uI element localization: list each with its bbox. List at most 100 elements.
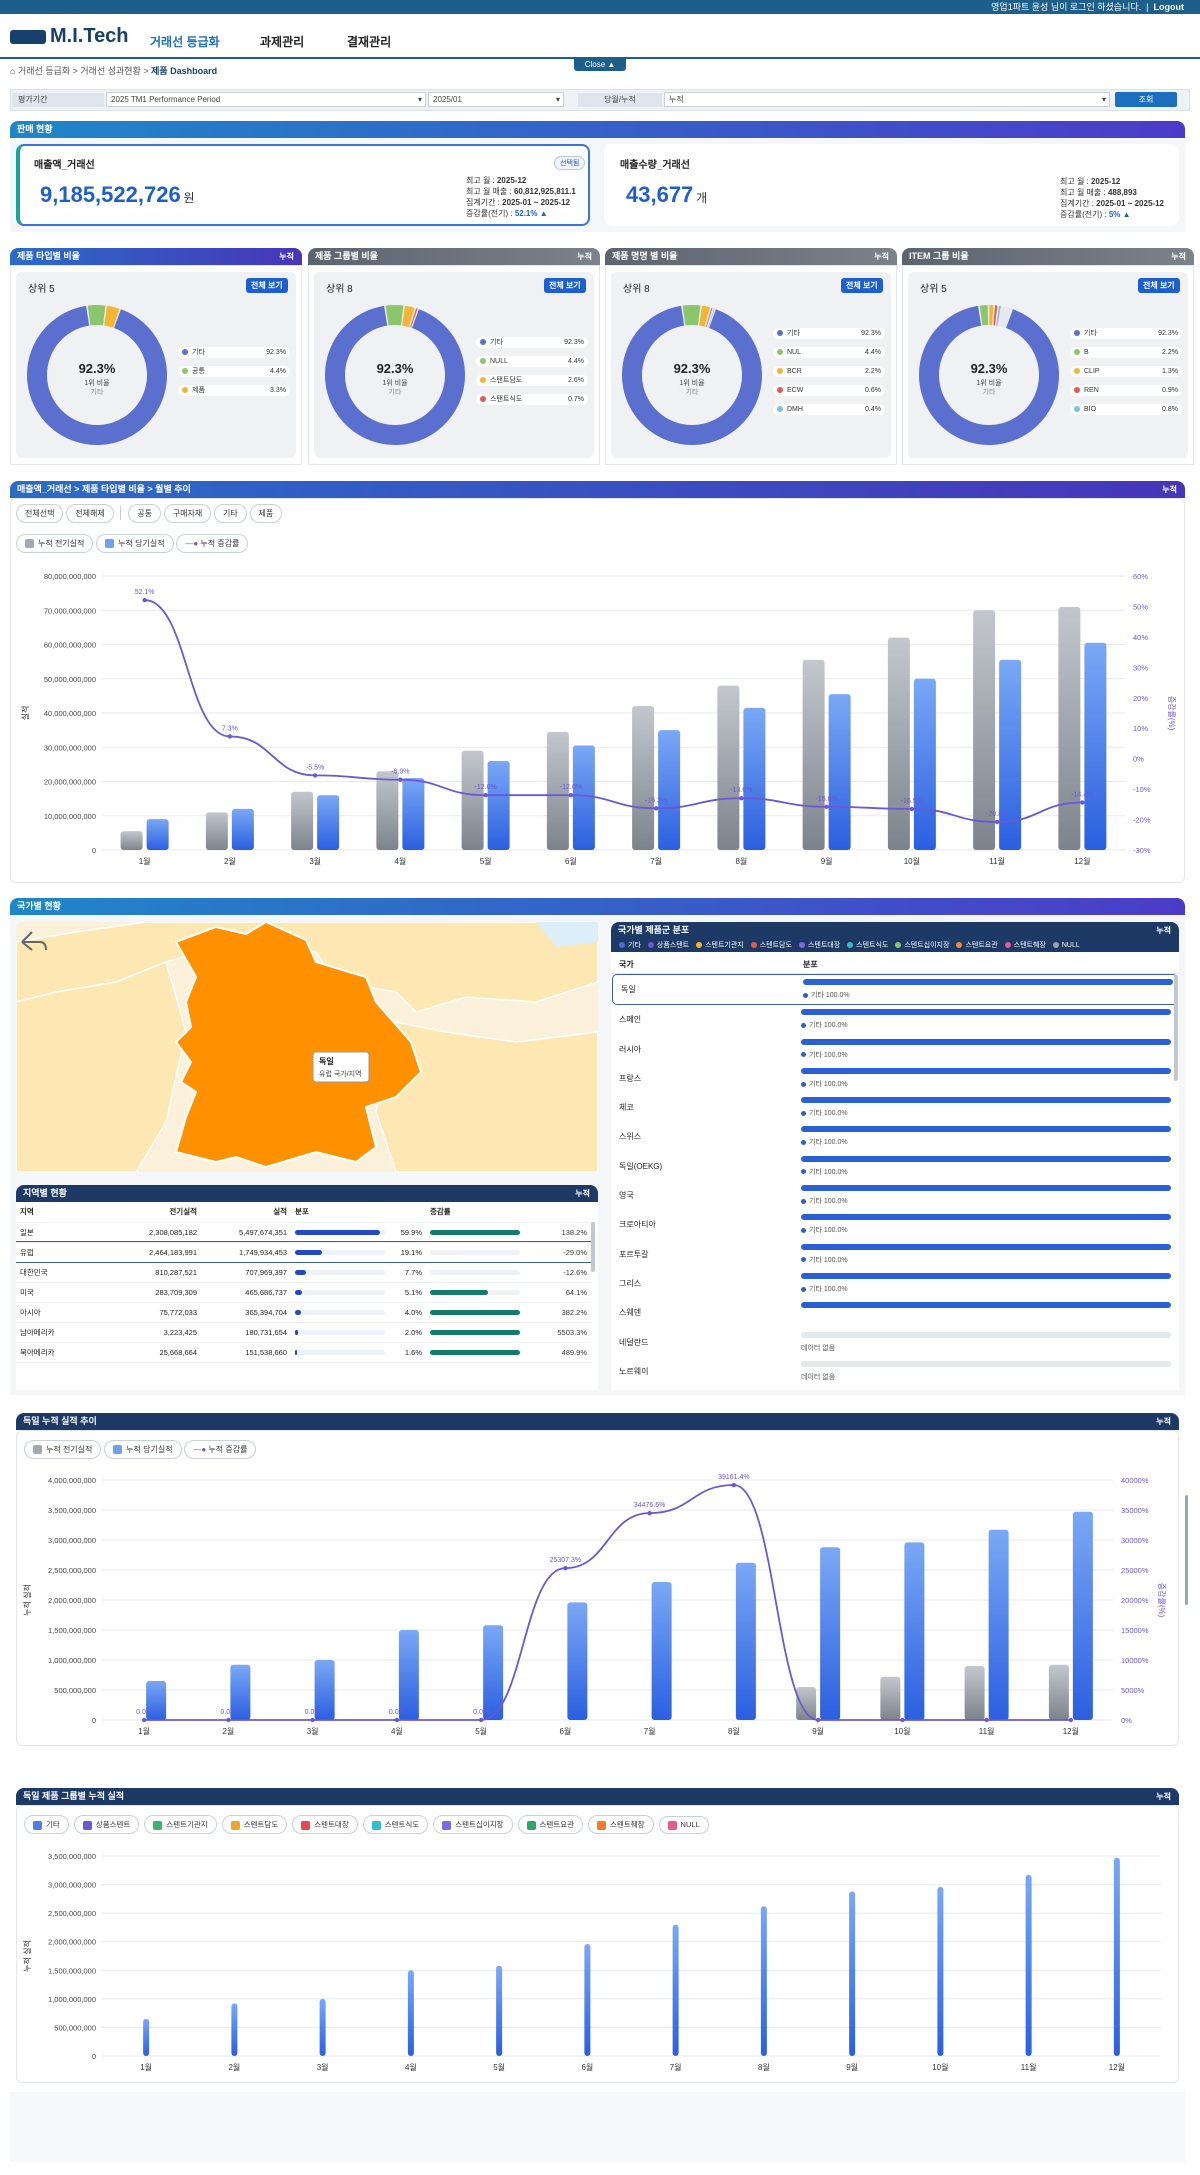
dist-legend-item[interactable]: 스텐트기관지 <box>696 942 744 949</box>
view-all-button[interactable]: 전체 보기 <box>544 278 586 293</box>
home-icon[interactable]: ⌂ <box>10 66 16 76</box>
dist-legend-item[interactable]: 스텐트췌장 <box>1004 942 1046 949</box>
group-legend-item[interactable]: 스텐트요관 <box>517 1815 584 1834</box>
logo[interactable]: M.I.Tech <box>10 25 129 48</box>
dist-row[interactable]: 네덜란드 데이터 없음 <box>611 1328 1179 1357</box>
logout-link[interactable]: Logout <box>1153 2 1185 12</box>
group-legend-item[interactable]: 스텐트췌장 <box>588 1815 654 1834</box>
dist-legend-item[interactable]: 스텐트식도 <box>847 942 888 949</box>
pie-legend-item[interactable]: 기타 92.3% <box>1070 327 1182 339</box>
pie-legend-item[interactable]: NULL 4.4% <box>476 356 588 367</box>
dist-legend-item[interactable]: 스텐트담도 <box>750 942 792 949</box>
nav-grade[interactable]: 거래선 등급화 <box>150 35 220 49</box>
pie-legend-item[interactable]: BIO 0.8% <box>1070 403 1182 415</box>
group-legend-item[interactable]: 스텐트식도 <box>362 1815 429 1834</box>
map-region[interactable] <box>375 1021 598 1172</box>
group-legend-item[interactable]: 스텐트담도 <box>221 1815 288 1834</box>
filter-pill-etc[interactable]: 기타 <box>214 504 247 523</box>
legend-cur[interactable]: 누적 당기실적 <box>104 1440 182 1459</box>
dist-row[interactable]: 포르투갈 기타 100.0% <box>611 1240 1179 1269</box>
donut-center-sub: 1위 비율 <box>976 378 1002 387</box>
pie-legend-item[interactable]: 기타 92.3% <box>476 337 588 348</box>
group-legend-item[interactable]: 상품스텐트 <box>73 1815 140 1834</box>
dist-row[interactable]: 러시아 기타 100.0% <box>611 1035 1179 1064</box>
dist-row[interactable]: 노르웨이 데이터 없음 <box>611 1357 1179 1386</box>
region-row[interactable]: 유럽 2,464,183,991 1,749,934,453 19.1% -29.0% <box>16 1241 592 1263</box>
search-button[interactable]: 조회 <box>1115 92 1177 107</box>
pie-legend-item[interactable]: CLIP 1.3% <box>1070 365 1182 377</box>
pie-legend-item[interactable]: ECW 0.6% <box>773 384 885 396</box>
filter-pill-product[interactable]: 제품 <box>249 504 283 523</box>
nav-approval[interactable]: 결재관리 <box>347 35 392 49</box>
map-germany[interactable] <box>174 922 423 1169</box>
legend-prev[interactable]: 누적 전기실적 <box>16 534 94 553</box>
dist-legend-item[interactable]: 상품스텐트 <box>647 942 689 949</box>
legend-rate[interactable]: —● 누적 증감률 <box>184 1440 257 1459</box>
dist-row[interactable]: 그리스 기타 100.0% <box>611 1269 1179 1298</box>
group-legend-item[interactable]: 스텐트대장 <box>292 1815 358 1834</box>
deselect-all-button[interactable]: 전체해제 <box>66 504 114 523</box>
dist-legend-item[interactable]: 스텐트십이지장 <box>895 942 949 949</box>
view-all-button[interactable]: 전체 보기 <box>841 278 883 293</box>
group-legend-item[interactable]: NULL <box>658 1816 709 1834</box>
pie-legend-item[interactable]: 스탠트식도 0.7% <box>476 394 588 405</box>
group-legend-item[interactable]: 스텐트십이지장 <box>433 1815 513 1834</box>
nav-task[interactable]: 과제관리 <box>260 35 305 49</box>
region-row[interactable]: 아시아 75,772,033 365,394,704 4.0% 382.2% <box>16 1302 591 1323</box>
month-select[interactable]: 2025/01 <box>428 92 564 107</box>
region-row[interactable]: 남아메리카 3,223,425 180,731,654 2.0% 5503.3% <box>16 1322 591 1343</box>
pie-legend-item[interactable]: 스탠트담도 2.6% <box>476 375 588 386</box>
dist-country: 네덜란드 <box>619 1337 649 1347</box>
kpi-qty-card[interactable]: 매출수량_거래선 43,677 개 최고 월 : 2025-12 최고 월 매출… <box>604 144 1179 226</box>
filter-pill-purchase[interactable]: 구매자재 <box>163 504 212 523</box>
pie-legend-item[interactable]: NUL 4.4% <box>773 346 885 358</box>
filter-pill-common[interactable]: 공통 <box>128 504 161 523</box>
pie-legend-item[interactable]: B 2.2% <box>1070 346 1182 358</box>
dist-row[interactable]: 스페인 기타 100.0% <box>611 1005 1179 1034</box>
pie-legend-item[interactable]: BCR 2.2% <box>773 365 885 377</box>
view-all-button[interactable]: 전체 보기 <box>246 278 288 293</box>
region-row[interactable]: 미국 283,709,309 465,686,737 5.1% 64.1% <box>16 1282 591 1303</box>
pie-legend-item[interactable]: 공통 4.4% <box>178 365 290 377</box>
pie-legend-item[interactable]: 기타 92.3% <box>773 327 885 339</box>
region-row[interactable]: 일본 2,308,085,182 5,497,674,351 59.9% 138.2% <box>16 1222 591 1243</box>
dist-row[interactable]: 독일 기타 100.0% <box>612 973 1178 1006</box>
dist-row[interactable]: 크로아티아 기타 100.0% <box>611 1210 1179 1239</box>
pie-legend-item[interactable]: 제품 3.3% <box>178 384 290 396</box>
pie-legend-item[interactable]: 기타 92.3% <box>178 346 290 358</box>
dist-row[interactable]: 독일(OEKG) 기타 100.0% <box>611 1152 1179 1181</box>
group-legend-item[interactable]: 스텐트기관지 <box>144 1815 217 1834</box>
pie-legend-item[interactable]: DMH 0.4% <box>773 403 885 415</box>
group-legend-item[interactable]: 기타 <box>24 1815 69 1834</box>
legend-rate[interactable]: —● 누적 증감률 <box>176 534 249 553</box>
region-scrollbar[interactable] <box>591 1222 595 1272</box>
dist-legend-item[interactable]: 스텐트요관 <box>956 942 998 949</box>
dist-legend-item[interactable]: 스텐트대장 <box>798 942 840 949</box>
close-button[interactable]: Close ▲ <box>574 58 626 71</box>
region-row[interactable]: 대한민국 810,287,521 707,969,397 7.7% -12.6% <box>16 1262 591 1283</box>
legend-cur[interactable]: 누적 당기실적 <box>96 534 174 553</box>
period-select[interactable]: 2025 TM1 Performance Period <box>106 92 426 107</box>
mode-select[interactable]: 누적 <box>664 92 1110 107</box>
legend-prev[interactable]: 누적 전기실적 <box>24 1440 102 1459</box>
dist-row[interactable]: 스웨덴 <box>611 1298 1179 1327</box>
dist-scrollbar[interactable] <box>1174 975 1178 1081</box>
pie-legend-item[interactable]: REN 0.9% <box>1070 384 1182 396</box>
page-scrollbar[interactable] <box>1185 1495 1188 1605</box>
dist-legend-item[interactable]: 기타 <box>619 942 641 949</box>
dist-row[interactable]: 체코 기타 100.0% <box>611 1093 1179 1122</box>
region-row[interactable]: 북아메리카 25,668,664 151,538,660 1.6% 489.9% <box>16 1342 591 1363</box>
dist-row[interactable]: 스위스 기타 100.0% <box>611 1122 1179 1151</box>
kpi-sales-card[interactable]: 매출액_거래선 선택됨 9,185,522,726 원 최고 월 : 2025-… <box>16 144 590 226</box>
back-icon[interactable] <box>21 931 47 951</box>
view-all-button[interactable]: 전체 보기 <box>1138 278 1180 293</box>
dist-row[interactable]: 프랑스 기타 100.0% <box>611 1064 1179 1093</box>
select-all-button[interactable]: 전체선택 <box>16 504 64 523</box>
dist-row[interactable]: 영국 기타 100.0% <box>611 1181 1179 1210</box>
country-map[interactable]: 독일 유럽 국가/지역 <box>16 922 598 1172</box>
dist-legend-item[interactable]: NULL <box>1052 942 1080 949</box>
